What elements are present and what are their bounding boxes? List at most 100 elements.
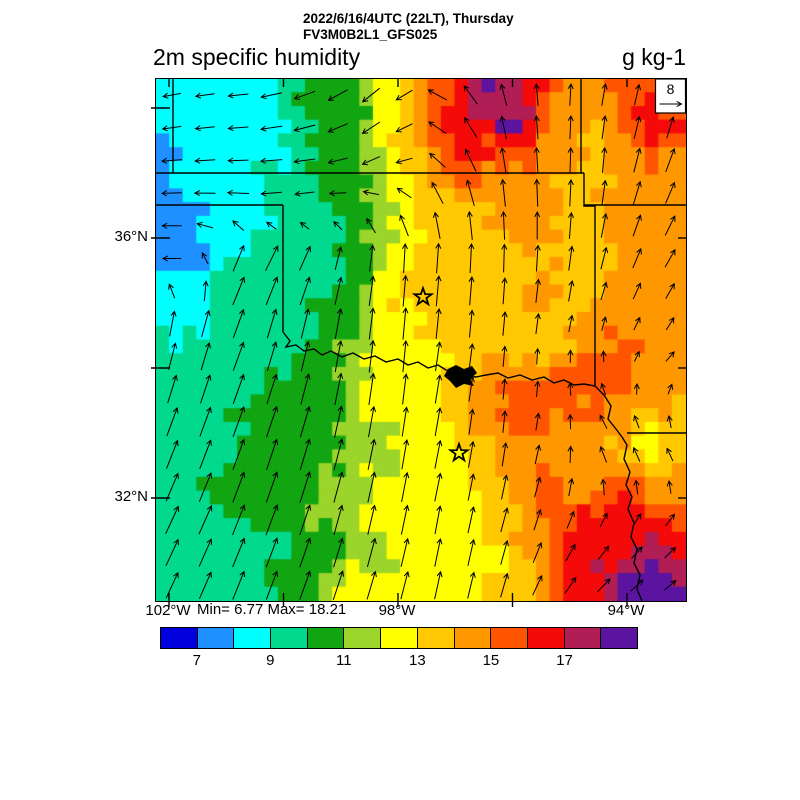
wind-arrow	[401, 406, 409, 437]
wind-arrow	[198, 538, 213, 567]
wind-arrow	[467, 538, 476, 566]
wind-arrow	[366, 217, 376, 234]
wind-arrow	[468, 343, 475, 370]
wind-arrow	[402, 274, 409, 307]
wind-arrow	[366, 570, 377, 600]
wind-arrow	[464, 148, 477, 172]
wind-arrow	[499, 115, 507, 140]
wind-arrow	[367, 438, 377, 470]
wind-arrow	[500, 572, 509, 598]
wind-arrow	[193, 190, 216, 197]
wind-arrow	[464, 116, 478, 138]
wind-arrow	[332, 570, 345, 600]
wind-arrow	[432, 211, 441, 239]
colorbar	[160, 627, 638, 649]
wind-arrow	[466, 210, 473, 240]
wind-arrow	[266, 341, 278, 372]
wind-arrow	[168, 342, 178, 371]
wind-arrow	[663, 580, 677, 591]
wind-arrow	[196, 221, 214, 229]
wind-arrow	[401, 471, 410, 503]
wind-arrow	[501, 345, 508, 367]
wind-arrow	[534, 244, 541, 272]
wind-arrow	[533, 115, 540, 140]
wind-arrow	[266, 308, 278, 339]
wind-arrow	[198, 472, 213, 502]
wind-arrow	[361, 121, 381, 134]
wind-arrow	[500, 178, 507, 207]
wind-arrow	[327, 123, 348, 133]
wind-arrow	[232, 244, 245, 272]
wind-arrow	[232, 537, 246, 568]
wind-arrow	[600, 478, 607, 496]
wind-arrow	[166, 439, 179, 469]
colorbar-segment	[454, 627, 492, 649]
wind-arrow	[435, 242, 442, 274]
wind-arrow	[599, 445, 608, 463]
wind-arrow	[667, 383, 674, 395]
wind-arrow	[165, 571, 179, 599]
wind-arrow	[600, 212, 608, 238]
wind-arrow	[299, 276, 311, 306]
wind-arrow	[399, 214, 409, 237]
wind-arrow	[368, 275, 376, 306]
wind-arrow	[468, 440, 476, 468]
colorbar-tick-label: 15	[482, 652, 500, 669]
wind-arrow	[265, 221, 277, 230]
wind-arrow	[168, 283, 176, 299]
wind-arrow	[366, 537, 377, 568]
wind-arrow	[194, 125, 215, 132]
wind-arrow	[434, 537, 443, 567]
wind-arrow	[533, 83, 540, 106]
wind-arrow	[666, 447, 674, 462]
wind-arrow	[599, 512, 608, 528]
wind-arrow	[665, 316, 675, 331]
wind-arrow	[434, 505, 443, 535]
wind-arrow	[400, 570, 410, 600]
wind-arrow	[600, 350, 607, 363]
wind-arrow	[232, 341, 245, 371]
wind-arrow	[566, 510, 575, 529]
wind-arrow	[567, 115, 574, 140]
wind-arrow	[601, 115, 608, 140]
wind-arrow	[501, 441, 509, 467]
wind-arrow	[227, 157, 249, 164]
wind-arrow	[334, 405, 344, 438]
wind-arrow	[232, 373, 245, 404]
map-panel: 8	[151, 78, 687, 607]
lon-tick-label: 94°W	[607, 602, 645, 619]
wind-arrow	[633, 147, 642, 173]
wind-arrow	[534, 444, 542, 465]
wind-arrow	[299, 405, 311, 438]
wind-arrow	[633, 115, 642, 139]
wind-arrow	[599, 414, 608, 429]
wind-arrow	[467, 473, 476, 501]
colorbar-segment	[271, 627, 308, 649]
wind-arrow	[162, 92, 181, 99]
wind-arrow	[465, 179, 475, 207]
wind-arrow	[227, 125, 249, 132]
wind-arrow	[194, 157, 216, 164]
reference-vector-value: 8	[667, 81, 675, 97]
wind-arrow	[194, 92, 215, 99]
wind-arrow	[395, 123, 413, 133]
wind-arrow	[567, 211, 575, 239]
wind-arrow	[327, 157, 348, 165]
wind-arrow	[434, 439, 443, 469]
wind-arrow	[634, 83, 642, 106]
wind-arrow	[468, 309, 475, 338]
wind-arrow	[534, 347, 541, 365]
wind-arrow	[265, 245, 279, 272]
colorbar-tick-label: 17	[556, 652, 573, 669]
wind-arrow	[499, 83, 508, 106]
wind-arrow	[395, 157, 413, 165]
wind-arrow	[260, 125, 283, 132]
reference-vector-box	[654, 78, 687, 114]
wind-arrow	[333, 220, 343, 231]
wind-arrow	[601, 146, 608, 173]
map-overlay: 8	[151, 78, 687, 607]
wind-arrow	[568, 245, 575, 271]
wind-arrow	[501, 410, 508, 433]
wind-arrow	[568, 279, 575, 302]
wind-arrow	[260, 92, 283, 100]
